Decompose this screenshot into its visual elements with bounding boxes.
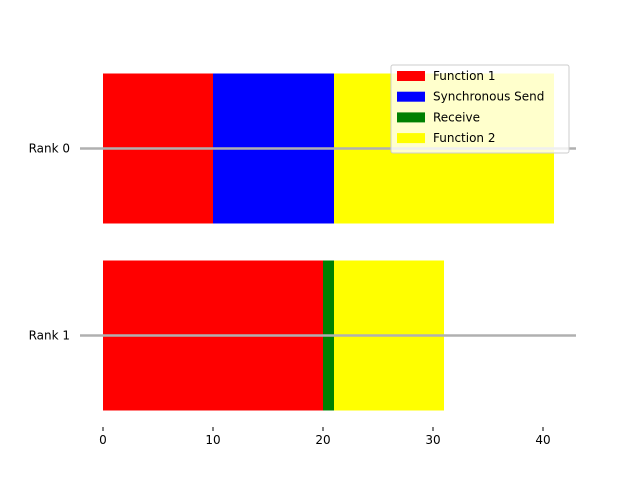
- legend-box: [390, 64, 570, 154]
- legend-label: Receive: [433, 110, 480, 124]
- x-tick-label: 0: [99, 433, 107, 447]
- legend: Function 1 Synchronous Send Receive Functio…: [390, 64, 570, 154]
- x-tick-label: 30: [425, 433, 440, 447]
- legend-label: Function 1: [433, 69, 496, 83]
- y-tick-label: Rank 0: [29, 142, 70, 156]
- x-tick-label: 40: [535, 433, 550, 447]
- x-tick-label: 20: [315, 433, 330, 447]
- legend-swatch: [397, 112, 425, 123]
- x-tick-label: 10: [205, 433, 220, 447]
- y-axis: Rank 0 Rank 1: [29, 142, 70, 343]
- legend-label: Function 2: [433, 131, 496, 145]
- y-tick-label: Rank 1: [29, 329, 70, 343]
- x-axis: 0 10 20 30 40: [99, 427, 551, 447]
- legend-swatch: [397, 133, 425, 144]
- legend-swatch: [397, 71, 425, 81]
- legend-label: Synchronous Send: [433, 90, 544, 104]
- legend-swatch: [397, 91, 425, 102]
